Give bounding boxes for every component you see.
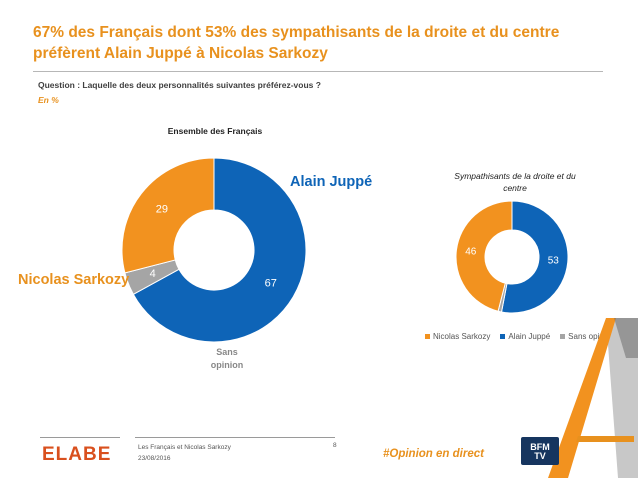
unit-label: En % (38, 95, 59, 105)
donut2-slice-nicolas-sarkozy (455, 200, 513, 312)
chart2-title: Sympathisants de la droite et du centre (454, 171, 576, 193)
question-text: Question : Laquelle des deux personnalit… (38, 80, 321, 90)
donut1-slice-nicolas-sarkozy (121, 157, 215, 274)
legend-label-sans-opinion: Sans opinion (568, 332, 615, 341)
page-title: 67% des Français dont 53% des sympathisa… (33, 24, 560, 62)
deco-shape-bar (576, 436, 634, 442)
donut1-value-label-nicolas-sarkozy: 29 (156, 203, 168, 215)
label-sans-opinion: Sans opinion (210, 347, 244, 370)
bfm-tv-logo: BFM TV (521, 437, 559, 465)
footer-study-info: Les Français et Nicolas Sarkozy 23/08/20… (138, 442, 231, 464)
chart1-title: Ensemble des Français (167, 126, 263, 136)
legend-swatch-sans-opinion (560, 334, 566, 339)
hashtag-opinion-en-direct: #Opinion en direct (383, 448, 484, 460)
footer-date: 23/08/2016 (138, 455, 171, 462)
donut2-value-label-alain-juppe: 53 (548, 256, 560, 267)
footer-study-title: Les Français et Nicolas Sarkozy (138, 444, 231, 451)
label-alain-juppe: Alain Juppé (290, 174, 373, 190)
legend-item-juppe: Alain Juppé (500, 332, 550, 341)
donut1-value-label-alain-juppe: 67 (265, 278, 277, 290)
donut2-slice-alain-juppe (500, 200, 569, 314)
donut1-value-label-sans-opinion: 4 (150, 268, 156, 280)
footer-divider (135, 437, 335, 438)
legend-item-sarkozy: Nicolas Sarkozy (425, 332, 490, 341)
chart2-legend: Nicolas Sarkozy Alain Juppé Sans opinion (425, 332, 614, 341)
page-number: 8 (333, 442, 337, 449)
legend-label-juppe: Alain Juppé (508, 332, 551, 341)
bfm-logo-text: BFM TV (530, 442, 550, 461)
deco-shape-dark (614, 318, 638, 358)
legend-label-sarkozy: Nicolas Sarkozy (433, 332, 491, 341)
decorative-a-graphic (548, 318, 638, 478)
footer-left-divider (40, 437, 120, 438)
donut1-slice-alain-juppe (132, 157, 307, 343)
donut2-value-label-nicolas-sarkozy: 46 (465, 246, 477, 257)
legend-swatch-sarkozy (425, 334, 430, 339)
legend-item-sans-opinion: Sans opinion (560, 332, 614, 341)
title-divider (33, 71, 603, 72)
elabe-logo: ELABE (42, 444, 111, 464)
legend-swatch-juppe (500, 334, 506, 339)
deco-shape-orange (548, 318, 616, 478)
label-nicolas-sarkozy: Nicolas Sarkozy (18, 272, 130, 288)
elabe-logo-text: ELABE (42, 444, 111, 464)
